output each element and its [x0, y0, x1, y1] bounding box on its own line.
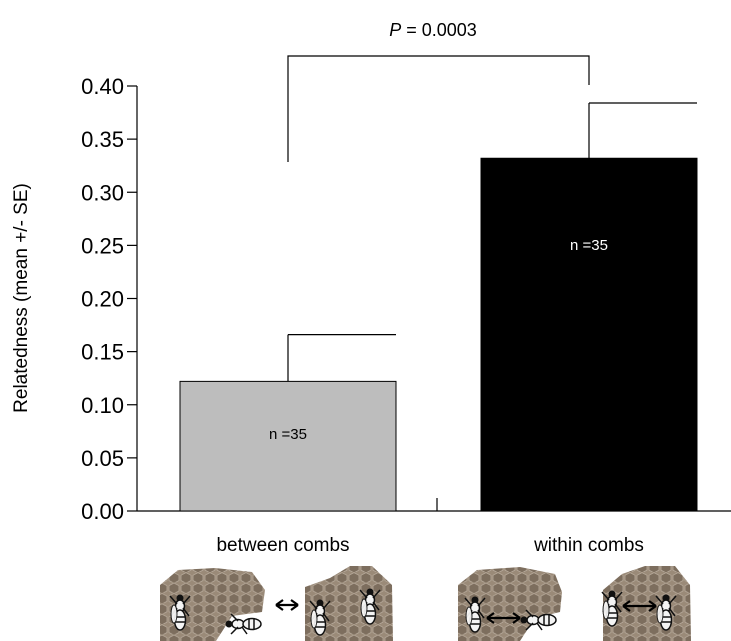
y-axis-label: Relatedness (mean +/- SE): [11, 183, 32, 413]
bar-between-combs: [179, 380, 397, 512]
p-value-symbol: P: [389, 20, 401, 40]
n-label: n =35: [269, 426, 307, 443]
two-separate-combs-wasps-icon: [160, 566, 393, 641]
bars: n =35 n =35: [179, 102, 698, 512]
significance-bracket-line: [287, 55, 590, 162]
n-label: n =35: [570, 237, 608, 254]
p-value-number: = 0.0003: [401, 20, 477, 40]
y-tick-label: 0.15: [81, 340, 124, 365]
double-arrow-icon: [622, 600, 657, 612]
category-label-within-combs: within combs: [533, 535, 644, 556]
double-arrow-icon: [275, 599, 299, 611]
y-tick-label: 0.35: [81, 127, 124, 152]
y-tick-label: 0.25: [81, 233, 124, 258]
category-label-between-combs: between combs: [216, 535, 349, 556]
y-tick-label: 0.00: [81, 499, 124, 524]
comb-left-icon: [458, 567, 562, 641]
double-arrow-icon: [486, 612, 521, 624]
significance-bracket: P = 0.0003: [287, 20, 590, 162]
y-tick-label: 0.05: [81, 446, 124, 471]
wasps-within-combs-icon: [458, 566, 691, 641]
y-tick-label: 0.10: [81, 393, 124, 418]
p-value-label: P = 0.0003: [389, 20, 477, 40]
comb-left-icon: [160, 568, 265, 641]
y-tick-label: 0.30: [81, 180, 124, 205]
y-tick-label: 0.40: [81, 74, 124, 99]
bar-within-combs: [480, 157, 698, 512]
y-ticks: 0.00 0.05 0.10 0.15 0.20 0.25 0.30 0.35 0.40: [81, 74, 137, 524]
y-tick-label: 0.20: [81, 287, 124, 312]
